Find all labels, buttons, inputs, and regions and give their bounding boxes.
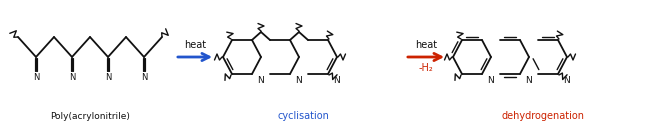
Text: heat: heat — [415, 40, 437, 50]
Text: N: N — [33, 74, 39, 83]
Text: heat: heat — [184, 40, 206, 50]
Text: -H₂: -H₂ — [419, 63, 434, 73]
Text: N: N — [526, 76, 533, 85]
Text: N: N — [258, 76, 264, 85]
Text: N: N — [295, 76, 303, 85]
Text: N: N — [334, 76, 340, 85]
Text: dehydrogenation: dehydrogenation — [502, 111, 584, 121]
Text: N: N — [105, 74, 111, 83]
Text: cyclisation: cyclisation — [277, 111, 329, 121]
Text: N: N — [564, 76, 570, 85]
Text: N: N — [69, 74, 75, 83]
Text: Poly(acrylonitrile): Poly(acrylonitrile) — [50, 112, 130, 121]
Text: N: N — [141, 74, 147, 83]
Text: N: N — [488, 76, 494, 85]
